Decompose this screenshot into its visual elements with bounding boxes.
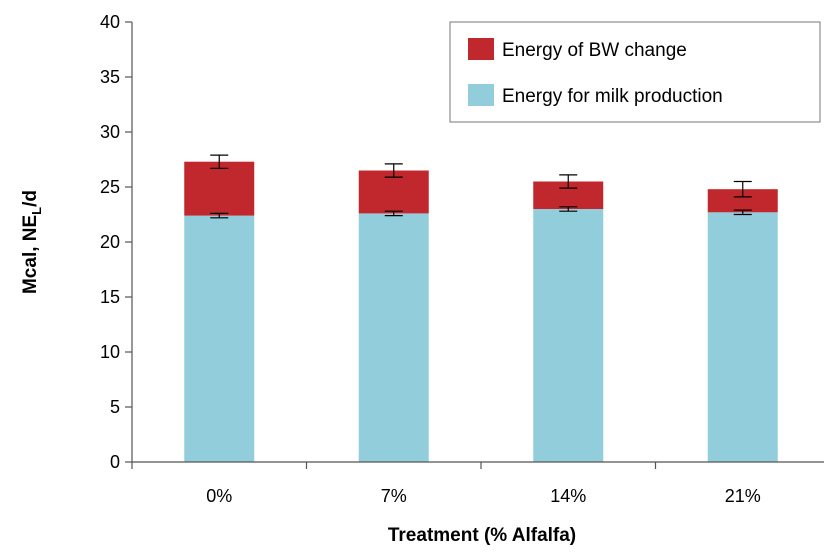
x-tick-label: 0% — [206, 486, 232, 506]
y-tick-label: 5 — [110, 397, 120, 417]
bar-segment-series-0 — [707, 212, 778, 462]
bar-segment-series-0 — [533, 209, 604, 462]
legend-label: Energy for milk production — [502, 86, 723, 107]
y-tick-label: 25 — [100, 177, 120, 197]
x-tick-label: 21% — [725, 486, 761, 506]
x-tick-label: 14% — [550, 486, 586, 506]
bar-segment-series-0 — [358, 213, 429, 462]
bar-segment-series-1 — [184, 161, 255, 216]
legend-label: Energy of BW change — [502, 40, 687, 61]
x-tick-label: 7% — [381, 486, 407, 506]
bars-layer — [184, 161, 778, 462]
y-tick-label: 40 — [100, 12, 120, 32]
x-axis-title: Treatment (% Alfalfa) — [388, 525, 576, 546]
y-tick-label: 15 — [100, 287, 120, 307]
y-tick-label: 30 — [100, 122, 120, 142]
y-ticks-layer: 0 5 10 15 20 25 30 35 40 — [100, 12, 132, 472]
error-bars-layer — [210, 154, 752, 219]
bar-segment-series-0 — [184, 215, 255, 462]
y-tick-label: 10 — [100, 342, 120, 362]
y-tick-label: 20 — [100, 232, 120, 252]
bar-segment-series-1 — [707, 189, 778, 213]
x-ticks-layer: 0% 7% 14% 21% — [131, 462, 761, 506]
legend: Energy of BW change Energy for milk produ… — [449, 21, 821, 123]
legend-swatch — [468, 38, 494, 60]
y-axis-title-subscript: L — [29, 207, 44, 215]
legend-swatch — [468, 84, 494, 106]
y-tick-label: 35 — [100, 67, 120, 87]
legend-box — [449, 21, 821, 123]
y-axis-title: Mcal, NEL/d — [20, 190, 44, 294]
y-tick-label: 0 — [110, 452, 120, 472]
